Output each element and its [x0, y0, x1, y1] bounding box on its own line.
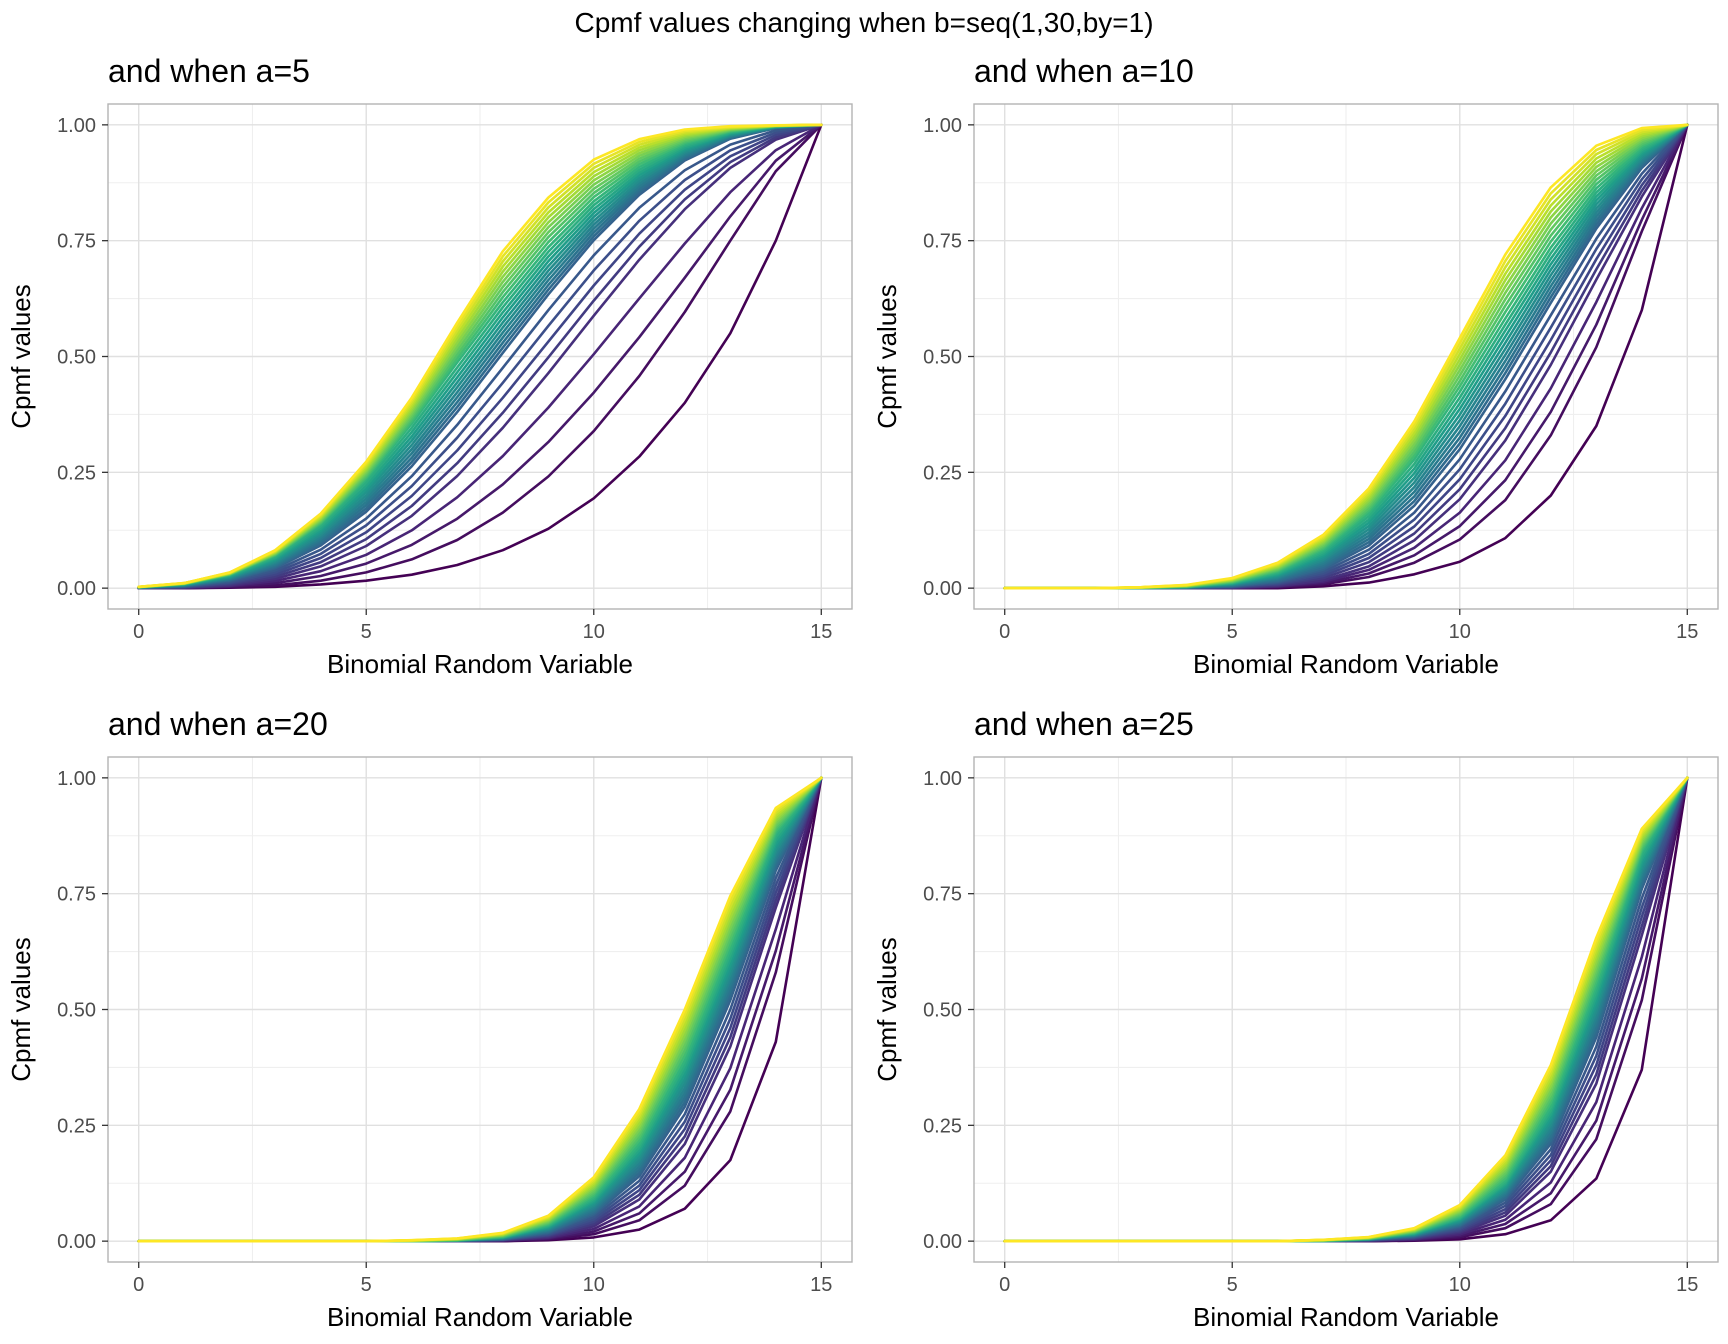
y-tick-label: 0.75	[923, 884, 962, 906]
series-lines	[137, 123, 823, 590]
panel-3: and when a=20 0 5 10 15 0.00 0.25 0.50 0.75 1.00 B…	[6, 706, 853, 1332]
x-tick-label: 10	[583, 621, 605, 643]
series-lines	[1003, 776, 1689, 1243]
y-tick-label: 0.00	[923, 1231, 962, 1253]
x-tick-label: 15	[1676, 621, 1698, 643]
y-tick-label: 0.50	[57, 1000, 96, 1022]
x-tick-label: 5	[361, 1274, 372, 1296]
x-tick-label: 15	[1676, 1274, 1698, 1296]
x-tick-label: 0	[133, 1274, 144, 1296]
x-tick-label: 10	[1449, 1274, 1471, 1296]
series-lines	[1003, 123, 1689, 590]
series-line-b2	[137, 123, 823, 590]
series-line-b30	[1003, 123, 1689, 590]
y-tick-label: 1.00	[923, 768, 962, 790]
y-tick-label: 0.50	[57, 347, 96, 369]
y-tick-label: 0.75	[57, 231, 96, 253]
x-axis-title: Binomial Random Variable	[327, 649, 633, 679]
panel-title: and when a=5	[108, 53, 310, 89]
y-axis-title: Cpmf values	[872, 284, 902, 429]
series-line-b9	[137, 123, 823, 590]
series-line-b30	[1003, 776, 1689, 1243]
y-tick-label: 0.50	[923, 347, 962, 369]
y-tick-label: 0.25	[923, 1115, 962, 1137]
panel-4: and when a=25 0 5 10 15 0.00 0.25 0.50 0.75 1.00 B…	[872, 706, 1719, 1332]
y-axis-title: Cpmf values	[872, 937, 902, 1082]
series-line-b6	[137, 123, 823, 590]
x-tick-label: 5	[1227, 1274, 1238, 1296]
y-tick-label: 0.50	[923, 1000, 962, 1022]
series-line-b7	[137, 123, 823, 590]
series-line-b5	[137, 123, 823, 590]
y-tick-label: 0.75	[57, 884, 96, 906]
x-tick-label: 15	[810, 1274, 832, 1296]
x-tick-label: 15	[810, 621, 832, 643]
series-line-b30	[137, 123, 823, 589]
panel-title: and when a=20	[108, 706, 328, 742]
series-line-b4	[137, 123, 823, 590]
y-tick-label: 1.00	[57, 768, 96, 790]
x-tick-label: 10	[583, 1274, 605, 1296]
y-tick-label: 0.25	[923, 462, 962, 484]
x-tick-label: 0	[999, 621, 1010, 643]
y-tick-label: 1.00	[57, 115, 96, 137]
series-lines	[137, 776, 823, 1243]
x-tick-label: 0	[133, 621, 144, 643]
figure-title: Cpmf values changing when b=seq(1,30,by=…	[574, 7, 1153, 38]
x-tick-label: 10	[1449, 621, 1471, 643]
panel-title: and when a=25	[974, 706, 1194, 742]
y-tick-label: 0.00	[923, 578, 962, 600]
panel-title: and when a=10	[974, 53, 1194, 89]
y-tick-label: 0.25	[57, 1115, 96, 1137]
series-line-b8	[137, 123, 823, 590]
y-tick-label: 0.00	[57, 578, 96, 600]
y-tick-label: 0.75	[923, 231, 962, 253]
series-line-b3	[137, 123, 823, 590]
y-tick-label: 1.00	[923, 115, 962, 137]
x-axis-title: Binomial Random Variable	[1193, 1302, 1499, 1332]
y-tick-label: 0.00	[57, 1231, 96, 1253]
series-line-b30	[137, 776, 823, 1243]
x-tick-label: 5	[1227, 621, 1238, 643]
x-axis-title: Binomial Random Variable	[327, 1302, 633, 1332]
x-tick-label: 5	[361, 621, 372, 643]
x-axis-title: Binomial Random Variable	[1193, 649, 1499, 679]
y-axis-title: Cpmf values	[6, 937, 36, 1082]
y-axis-title: Cpmf values	[6, 284, 36, 429]
panel-2: and when a=10 0 5 10 15 0.00 0.25 0.50 0.75 1.00 B…	[872, 53, 1719, 679]
y-tick-label: 0.25	[57, 462, 96, 484]
facet-panels: and when a=5 0 5 10 15 0.00 0.25 0.50 0.75 1.00 Bi…	[6, 53, 1719, 1332]
panel-1: and when a=5 0 5 10 15 0.00 0.25 0.50 0.75 1.00 Bi…	[6, 53, 853, 679]
x-tick-label: 0	[999, 1274, 1010, 1296]
